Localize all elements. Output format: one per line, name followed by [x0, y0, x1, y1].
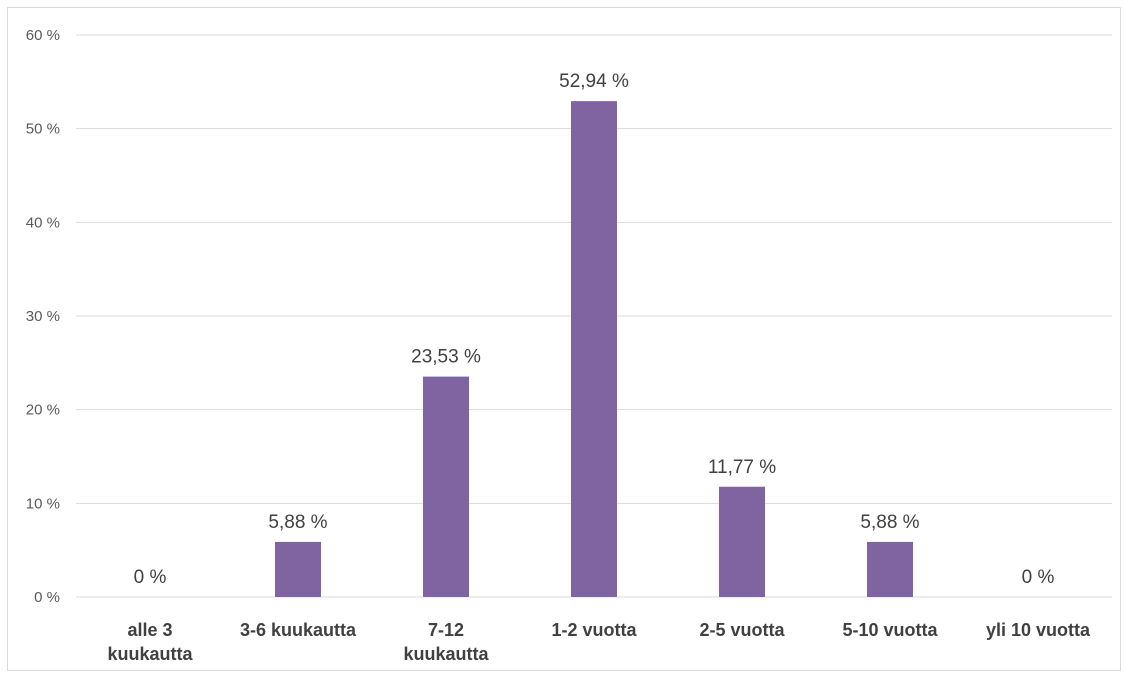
y-tick-label: 40 % [26, 214, 60, 231]
bar [423, 376, 469, 597]
data-label: 11,77 % [708, 457, 776, 478]
data-label: 0 % [1022, 567, 1055, 588]
x-tick-label: 3-6 kuukautta [240, 620, 357, 640]
data-label: 23,53 % [411, 347, 481, 368]
y-tick-label: 60 % [26, 27, 60, 44]
data-label: 0 % [134, 567, 167, 588]
y-tick-label: 30 % [26, 308, 60, 325]
x-tick-label: 1-2 vuotta [551, 620, 637, 640]
x-tick-label: 2-5 vuotta [699, 620, 785, 640]
x-tick-label: kuukautta [107, 644, 193, 664]
x-tick-label: alle 3 [127, 620, 172, 640]
bar [867, 541, 913, 597]
x-tick-label: 5-10 vuotta [842, 620, 938, 640]
bar [719, 486, 765, 597]
y-tick-label: 50 % [26, 121, 60, 138]
bar [571, 101, 617, 598]
x-tick-label: yli 10 vuotta [986, 620, 1091, 640]
x-tick-label: 7-12 [428, 620, 464, 640]
data-label: 5,88 % [268, 512, 327, 533]
x-tick-label: kuukautta [403, 644, 489, 664]
y-tick-label: 10 % [26, 495, 60, 512]
y-tick-label: 20 % [26, 402, 60, 419]
y-tick-label: 0 % [34, 589, 60, 606]
bar [275, 541, 321, 597]
chart-frame [7, 7, 1121, 671]
data-label: 52,94 % [559, 71, 629, 92]
data-label: 5,88 % [860, 512, 919, 533]
